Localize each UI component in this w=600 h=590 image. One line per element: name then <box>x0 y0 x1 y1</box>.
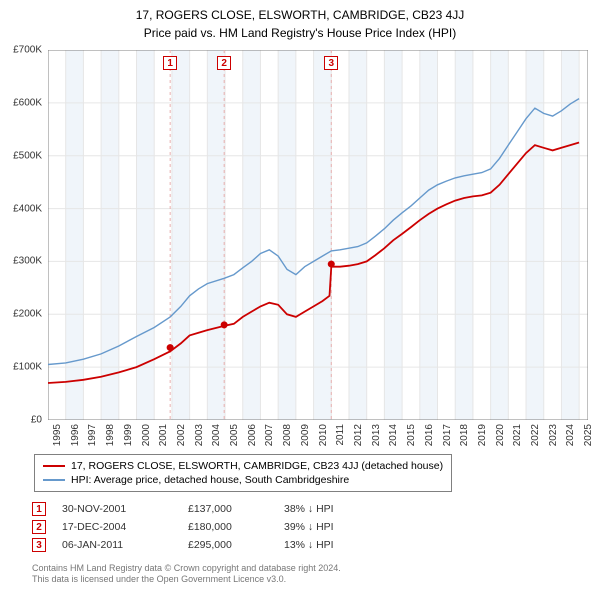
event-marker-box: 1 <box>32 502 46 516</box>
footer-line-1: Contains HM Land Registry data © Crown c… <box>32 563 341 575</box>
event-date: 06-JAN-2011 <box>62 539 172 551</box>
sale-marker-box: 1 <box>163 56 177 70</box>
events-table: 1 30-NOV-2001 £137,000 38% ↓ HPI 2 17-DEC-200… <box>32 500 374 554</box>
chart-container: 17, ROGERS CLOSE, ELSWORTH, CAMBRIDGE, C… <box>0 0 600 590</box>
y-tick-label: £700K <box>0 45 42 56</box>
legend-swatch <box>43 479 65 481</box>
footer: Contains HM Land Registry data © Crown c… <box>32 563 341 586</box>
title-address: 17, ROGERS CLOSE, ELSWORTH, CAMBRIDGE, C… <box>0 6 600 24</box>
x-tick-label: 2004 <box>211 424 222 454</box>
event-diff: 13% ↓ HPI <box>284 539 374 551</box>
x-tick-label: 2015 <box>406 424 417 454</box>
legend-swatch <box>43 465 65 467</box>
x-tick-label: 1997 <box>87 424 98 454</box>
x-tick-label: 2021 <box>512 424 523 454</box>
x-tick-label: 2005 <box>229 424 240 454</box>
x-tick-label: 2023 <box>548 424 559 454</box>
x-tick-label: 2011 <box>335 424 346 454</box>
x-tick-label: 2003 <box>194 424 205 454</box>
x-tick-label: 2000 <box>141 424 152 454</box>
x-tick-label: 1996 <box>70 424 81 454</box>
x-tick-label: 2019 <box>477 424 488 454</box>
x-tick-label: 2002 <box>176 424 187 454</box>
x-tick-label: 2007 <box>264 424 275 454</box>
event-date: 17-DEC-2004 <box>62 521 172 533</box>
x-tick-label: 2016 <box>424 424 435 454</box>
x-tick-label: 2001 <box>158 424 169 454</box>
footer-line-2: This data is licensed under the Open Gov… <box>32 574 341 586</box>
event-price: £137,000 <box>188 503 268 515</box>
x-tick-label: 2025 <box>583 424 594 454</box>
x-tick-label: 2017 <box>442 424 453 454</box>
legend-label: HPI: Average price, detached house, Sout… <box>71 474 349 486</box>
x-tick-label: 2008 <box>282 424 293 454</box>
x-tick-label: 1999 <box>123 424 134 454</box>
event-date: 30-NOV-2001 <box>62 503 172 515</box>
event-row: 3 06-JAN-2011 £295,000 13% ↓ HPI <box>32 536 374 554</box>
x-tick-label: 2013 <box>371 424 382 454</box>
event-price: £295,000 <box>188 539 268 551</box>
title-subtitle: Price paid vs. HM Land Registry's House … <box>0 24 600 42</box>
x-tick-label: 1995 <box>52 424 63 454</box>
event-row: 2 17-DEC-2004 £180,000 39% ↓ HPI <box>32 518 374 536</box>
x-tick-label: 2006 <box>247 424 258 454</box>
event-price: £180,000 <box>188 521 268 533</box>
event-marker-box: 2 <box>32 520 46 534</box>
x-tick-label: 2024 <box>565 424 576 454</box>
chart-area: £0£100K£200K£300K£400K£500K£600K£700K199… <box>48 50 588 420</box>
y-tick-label: £300K <box>0 256 42 267</box>
sale-marker-box: 3 <box>324 56 338 70</box>
x-tick-label: 2018 <box>459 424 470 454</box>
legend-label: 17, ROGERS CLOSE, ELSWORTH, CAMBRIDGE, C… <box>71 460 443 472</box>
y-tick-label: £600K <box>0 97 42 108</box>
x-tick-label: 1998 <box>105 424 116 454</box>
legend: 17, ROGERS CLOSE, ELSWORTH, CAMBRIDGE, C… <box>34 454 452 492</box>
x-tick-label: 2014 <box>388 424 399 454</box>
sale-marker-box: 2 <box>217 56 231 70</box>
title-block: 17, ROGERS CLOSE, ELSWORTH, CAMBRIDGE, C… <box>0 0 600 42</box>
x-tick-label: 2012 <box>353 424 364 454</box>
x-tick-label: 2010 <box>318 424 329 454</box>
y-tick-label: £100K <box>0 362 42 373</box>
event-diff: 38% ↓ HPI <box>284 503 374 515</box>
chart-svg <box>48 50 588 420</box>
event-marker-box: 3 <box>32 538 46 552</box>
y-tick-label: £400K <box>0 203 42 214</box>
x-tick-label: 2022 <box>530 424 541 454</box>
y-tick-label: £0 <box>0 415 42 426</box>
legend-row: 17, ROGERS CLOSE, ELSWORTH, CAMBRIDGE, C… <box>43 459 443 473</box>
y-tick-label: £500K <box>0 150 42 161</box>
event-diff: 39% ↓ HPI <box>284 521 374 533</box>
event-row: 1 30-NOV-2001 £137,000 38% ↓ HPI <box>32 500 374 518</box>
y-tick-label: £200K <box>0 309 42 320</box>
x-tick-label: 2009 <box>300 424 311 454</box>
x-tick-label: 2020 <box>495 424 506 454</box>
legend-row: HPI: Average price, detached house, Sout… <box>43 473 443 487</box>
